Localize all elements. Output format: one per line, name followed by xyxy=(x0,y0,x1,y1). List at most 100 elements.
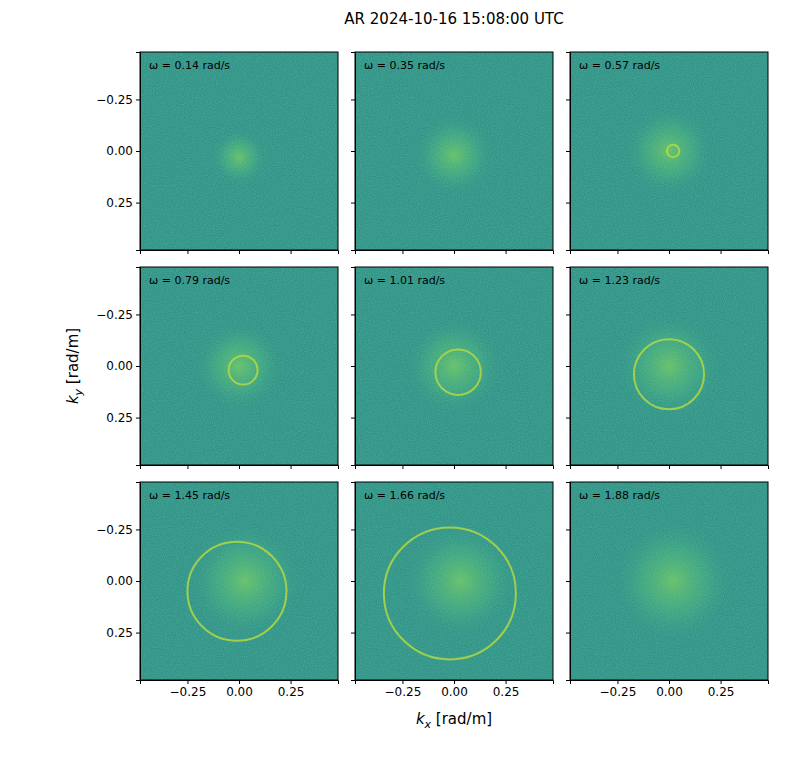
y-tick-label: −0.25 xyxy=(96,308,133,322)
y-tick: 0.25 xyxy=(106,196,140,210)
background xyxy=(140,52,338,250)
y-tick-label: 0.25 xyxy=(106,411,133,425)
y-tick-label: 0.25 xyxy=(106,626,133,640)
plot-area xyxy=(570,267,768,465)
x-tick-mark xyxy=(239,250,240,254)
panel: −0.250.000.25−0.250.000.25ω = 1.45 rad/s xyxy=(96,482,338,699)
y-tick-label: 0.00 xyxy=(106,359,133,373)
x-tick xyxy=(506,465,507,469)
panel: −0.25 0.00 0.25 ω = 1.88 rad/s xyxy=(566,482,769,699)
x-tick xyxy=(187,465,188,469)
y-tick: 0.00 xyxy=(106,574,140,588)
x-tick: −0.25 xyxy=(385,680,422,699)
panel-label: ω = 0.57 rad/s xyxy=(579,59,660,72)
panel-label: ω = 1.01 rad/s xyxy=(364,274,445,287)
x-tick: 0.00 xyxy=(226,680,253,699)
y-tick-mark xyxy=(566,633,570,634)
panel: ω = 0.57 rad/s xyxy=(566,52,769,254)
x-tick-label: 0.25 xyxy=(278,685,305,699)
y-tick-mark xyxy=(136,529,140,530)
plot-area xyxy=(355,482,553,680)
x-tick-mark xyxy=(506,680,507,684)
x-tick-mark xyxy=(291,250,292,254)
x-tick-mark xyxy=(617,465,618,469)
plot-area xyxy=(140,482,338,680)
x-tick xyxy=(669,250,670,254)
noise xyxy=(570,267,768,465)
y-tick xyxy=(566,529,570,530)
x-tick-mark xyxy=(239,465,240,469)
x-tick-mark xyxy=(402,250,403,254)
x-tick-mark xyxy=(669,465,670,469)
panel-label: ω = 0.14 rad/s xyxy=(149,59,230,72)
y-tick-mark xyxy=(136,633,140,634)
x-tick: 0.25 xyxy=(278,680,305,699)
plot-area xyxy=(570,482,768,680)
frame xyxy=(140,482,338,680)
x-tick xyxy=(454,250,455,254)
y-tick xyxy=(351,314,355,315)
x-axis: −0.25 0.00 0.25 xyxy=(356,680,554,699)
y-tick-mark xyxy=(351,529,355,530)
x-tick: 0.00 xyxy=(656,680,683,699)
x-tick: 0.25 xyxy=(708,680,735,699)
y-tick xyxy=(566,99,570,100)
y-tick-mark xyxy=(566,418,570,419)
x-axis-line xyxy=(141,681,339,685)
x-tick-label: 0.25 xyxy=(708,685,735,699)
noise xyxy=(570,52,768,250)
x-axis-line xyxy=(141,466,339,470)
x-tick-mark xyxy=(721,680,722,684)
y-tick-mark xyxy=(351,581,355,582)
y-tick-label: −0.25 xyxy=(96,523,133,537)
x-tick xyxy=(187,250,188,254)
plot-area xyxy=(140,52,338,250)
background xyxy=(140,267,338,465)
y-tick: −0.25 xyxy=(96,523,140,537)
y-axis-line xyxy=(351,483,356,681)
x-axis xyxy=(356,250,554,254)
x-tick-label: 0.25 xyxy=(493,685,520,699)
background xyxy=(140,482,338,680)
x-tick xyxy=(239,465,240,469)
x-tick xyxy=(239,250,240,254)
x-tick: −0.25 xyxy=(600,680,637,699)
x-tick-mark xyxy=(187,465,188,469)
y-tick-mark xyxy=(136,99,140,100)
y-tick-mark xyxy=(136,314,140,315)
y-axis: −0.250.000.25 xyxy=(96,53,140,251)
y-axis-line xyxy=(351,268,356,466)
panel: ω = 1.23 rad/s xyxy=(566,267,769,469)
y-tick xyxy=(351,151,355,152)
x-tick xyxy=(291,250,292,254)
y-tick: 0.00 xyxy=(106,359,140,373)
x-tick-mark xyxy=(187,250,188,254)
y-tick xyxy=(566,418,570,419)
y-axis xyxy=(351,268,356,466)
noise xyxy=(355,482,553,680)
y-tick xyxy=(351,418,355,419)
panel-label: ω = 1.23 rad/s xyxy=(579,274,660,287)
y-tick xyxy=(566,581,570,582)
panel: −0.250.000.25ω = 1.66 rad/s xyxy=(351,482,554,699)
plot-area xyxy=(355,52,553,250)
y-tick-mark xyxy=(351,203,355,204)
panel-label: ω = 1.88 rad/s xyxy=(579,489,660,502)
y-tick: 0.25 xyxy=(106,626,140,640)
x-axis-line xyxy=(356,466,554,470)
x-tick-label: −0.25 xyxy=(385,685,422,699)
x-axis: −0.25 0.00 0.25 xyxy=(571,680,769,699)
x-axis xyxy=(141,465,339,469)
y-tick-mark xyxy=(351,366,355,367)
x-tick-label: 0.00 xyxy=(441,685,468,699)
x-tick: 0.00 xyxy=(441,680,468,699)
y-tick-mark xyxy=(566,151,570,152)
y-tick-mark xyxy=(566,581,570,582)
panel: −0.250.000.25ω = 0.79 rad/s xyxy=(96,267,338,469)
x-tick-label: −0.25 xyxy=(170,685,207,699)
y-axis-line xyxy=(566,483,571,681)
y-tick-label: 0.00 xyxy=(106,144,133,158)
x-axis xyxy=(356,465,554,469)
y-axis xyxy=(566,483,571,681)
y-tick-mark xyxy=(351,633,355,634)
